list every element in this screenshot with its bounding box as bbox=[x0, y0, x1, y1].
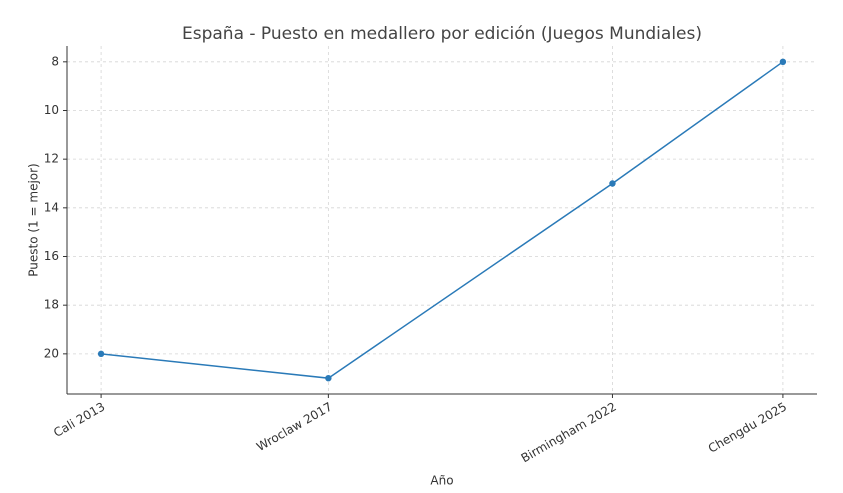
data-point bbox=[325, 374, 332, 382]
y-tick-label: 8 bbox=[51, 54, 59, 68]
x-tick-label: Wroclaw 2017 bbox=[254, 400, 334, 455]
x-axis-label: Año bbox=[430, 474, 453, 488]
chart-title: España - Puesto en medallero por edición… bbox=[182, 24, 702, 44]
y-tick-label: 14 bbox=[44, 200, 59, 214]
y-axis-label: Puesto (1 = mejor) bbox=[27, 163, 41, 277]
x-tick-label: Birmingham 2022 bbox=[519, 400, 619, 466]
data-point bbox=[779, 58, 787, 66]
y-tick-label: 16 bbox=[44, 249, 59, 263]
y-tick-label: 10 bbox=[44, 103, 59, 117]
series-line bbox=[101, 61, 784, 379]
y-tick-label: 18 bbox=[44, 298, 59, 312]
data-point bbox=[97, 350, 105, 358]
y-tick-label: 12 bbox=[44, 152, 59, 166]
y-tick-label: 20 bbox=[44, 346, 59, 360]
x-tick-label: Chengdu 2025 bbox=[706, 400, 789, 456]
data-point bbox=[609, 180, 616, 187]
x-tick-label: Cali 2013 bbox=[51, 400, 107, 441]
